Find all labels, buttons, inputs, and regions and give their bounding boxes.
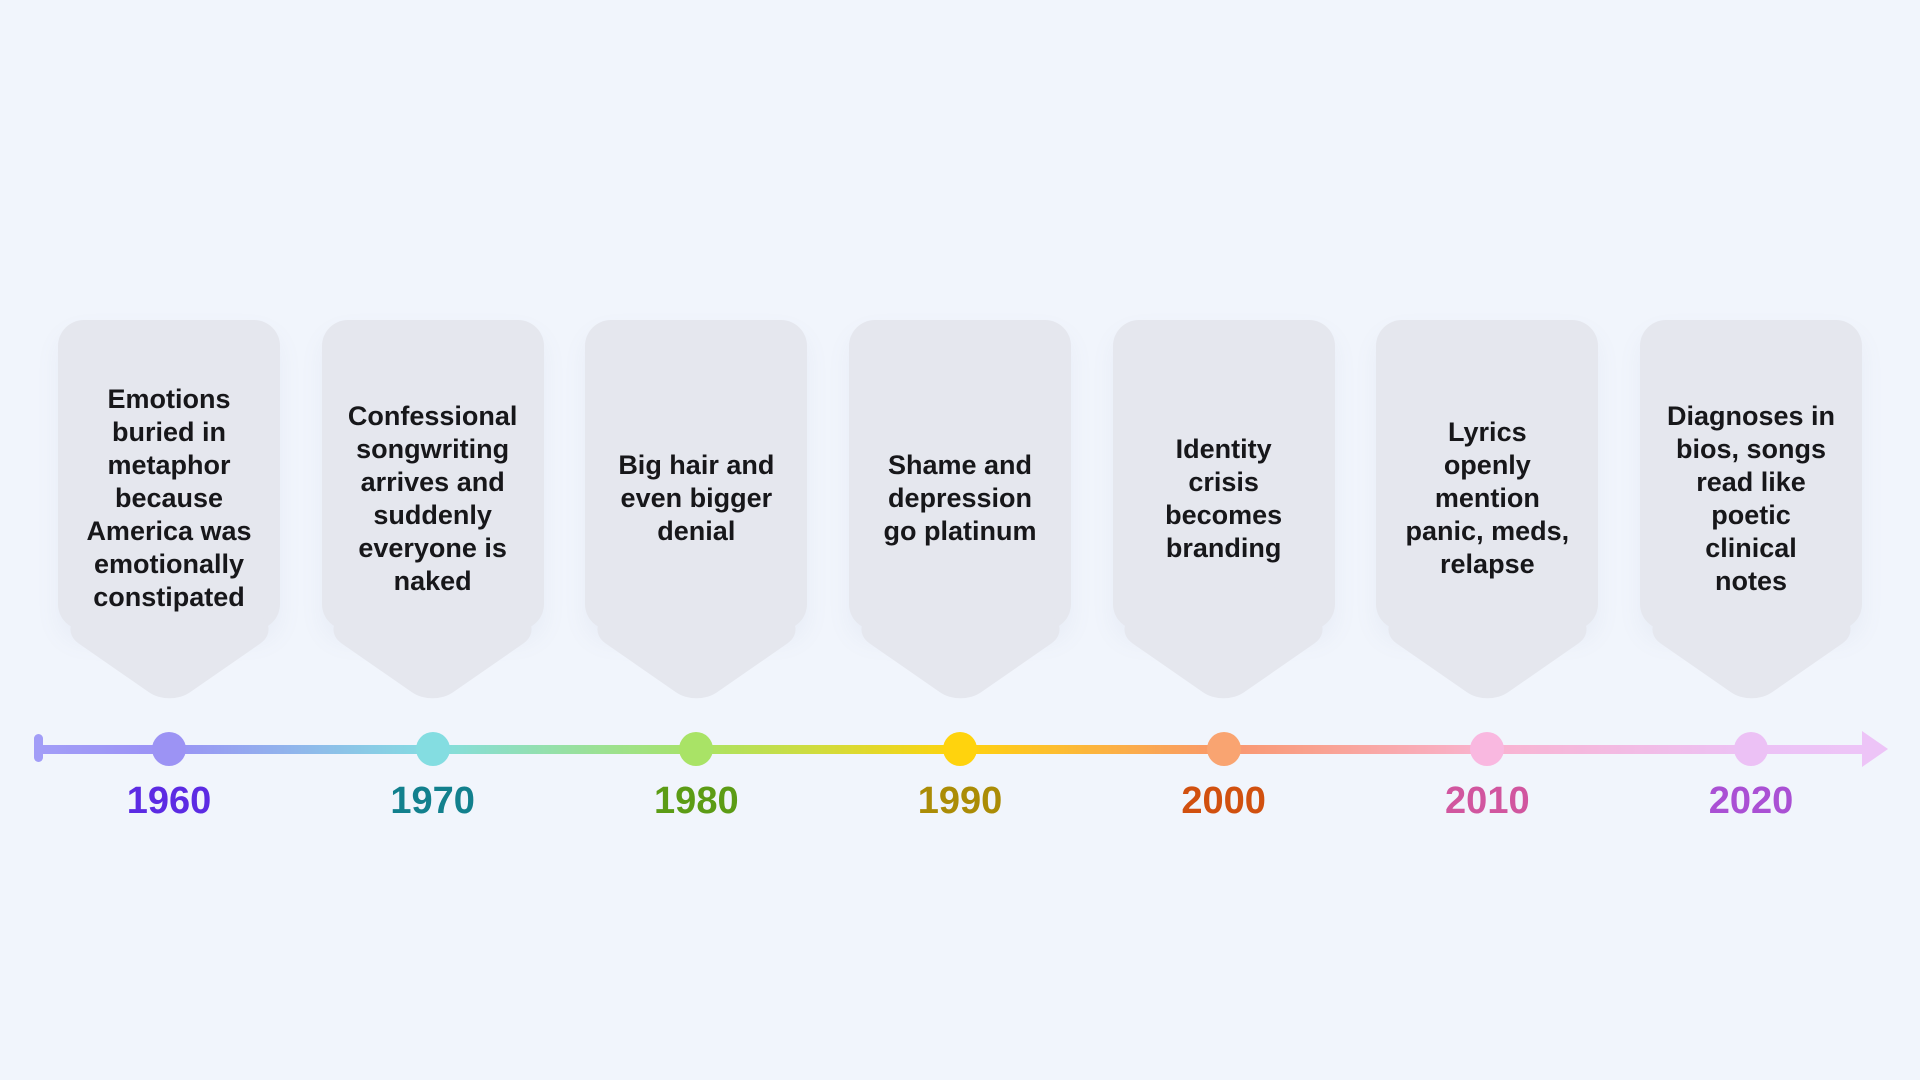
milestone-text: Diagnoses in bios, songs read like poeti…: [1666, 400, 1836, 596]
timeline-dot: [1206, 732, 1241, 766]
milestone: Shame and depression go platinum 1990: [849, 320, 1071, 822]
milestone-text: Emotions buried in metaphor because Amer…: [86, 384, 252, 612]
milestone-card: Lyrics openly mention panic, meds, relap…: [1376, 320, 1599, 707]
milestone-text: Confessional songwriting arrives and sud…: [347, 400, 518, 596]
timeline-dot: [679, 732, 714, 766]
milestone: Emotions buried in metaphor because Amer…: [58, 320, 280, 822]
milestone-text: Big hair and even bigger denial: [618, 450, 775, 546]
year-label: 2010: [1445, 780, 1530, 822]
year-label: 1980: [654, 780, 739, 822]
timeline-dot: [415, 732, 450, 766]
timeline-dot: [1470, 732, 1505, 766]
milestone-card: Emotions buried in metaphor because Amer…: [58, 320, 280, 707]
milestone-card: Shame and depression go platinum: [849, 320, 1071, 707]
milestone: Lyrics openly mention panic, meds, relap…: [1376, 320, 1599, 822]
year-label: 1990: [917, 780, 1003, 822]
year-label: 2000: [1181, 780, 1266, 822]
milestone-text: Identity crisis becomes branding: [1165, 433, 1283, 563]
milestone-card: Diagnoses in bios, songs read like poeti…: [1640, 320, 1862, 707]
milestone-card: Identity crisis becomes branding: [1112, 320, 1335, 707]
timeline-dot: [1734, 732, 1768, 766]
milestone-text: Shame and depression go platinum: [883, 450, 1037, 546]
milestone-card: Big hair and even bigger denial: [585, 320, 808, 707]
year-label: 2020: [1708, 780, 1794, 822]
milestone: Big hair and even bigger denial 1980: [585, 320, 808, 822]
timeline-start-cap: [34, 734, 43, 762]
milestone: Diagnoses in bios, songs read like poeti…: [1640, 320, 1862, 822]
milestone-text: Lyrics openly mention panic, meds, relap…: [1405, 417, 1570, 579]
year-label: 1960: [126, 780, 212, 822]
milestone-card: Confessional songwriting arrives and sud…: [321, 320, 544, 707]
timeline-dot: [943, 732, 977, 766]
timeline-dot: [152, 732, 186, 766]
year-label: 1970: [390, 780, 475, 822]
milestone: Identity crisis becomes branding 2000: [1112, 320, 1335, 822]
timeline-arrow-icon: [1862, 731, 1888, 767]
milestone: Confessional songwriting arrives and sud…: [321, 320, 544, 822]
